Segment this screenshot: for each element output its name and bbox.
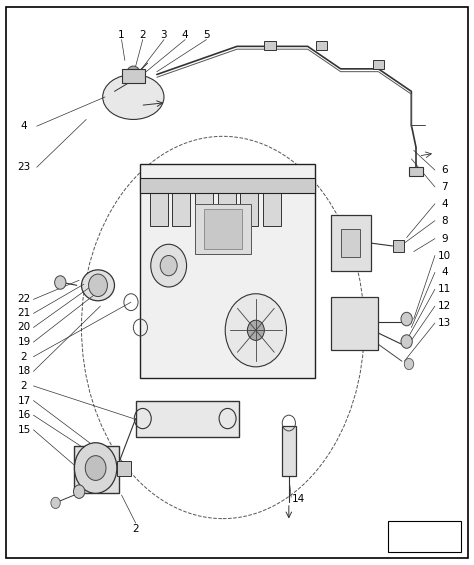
Bar (373, 60, 384, 69)
Text: 8: 8 (441, 216, 447, 225)
Text: M19-0005: M19-0005 (402, 532, 447, 541)
Bar (331, 215, 371, 271)
Bar (264, 41, 276, 50)
Text: 3: 3 (161, 30, 167, 40)
Text: 19: 19 (18, 337, 31, 347)
Circle shape (74, 443, 117, 493)
Text: 2: 2 (21, 381, 27, 391)
Bar (331, 297, 378, 350)
Text: 2: 2 (132, 524, 139, 534)
Text: 21: 21 (18, 308, 31, 319)
Text: 14: 14 (292, 494, 305, 504)
Ellipse shape (103, 75, 164, 119)
Circle shape (51, 497, 60, 508)
Text: 4: 4 (441, 267, 447, 277)
Text: 5: 5 (203, 30, 210, 40)
Bar (240, 193, 258, 226)
Bar (341, 229, 359, 257)
Bar (140, 179, 315, 193)
Text: 10: 10 (438, 250, 451, 260)
Text: 23: 23 (18, 162, 31, 172)
Text: 9: 9 (441, 234, 447, 244)
Text: 16: 16 (18, 410, 31, 420)
Circle shape (73, 485, 85, 498)
Bar (263, 193, 281, 226)
Circle shape (151, 244, 187, 287)
Text: 2: 2 (139, 30, 146, 40)
Text: 11: 11 (438, 284, 451, 294)
Ellipse shape (82, 270, 115, 301)
Circle shape (126, 66, 140, 83)
Bar (409, 167, 423, 176)
Text: 1: 1 (118, 30, 125, 40)
Text: 12: 12 (438, 301, 451, 311)
Bar (74, 446, 119, 493)
Text: 6: 6 (441, 165, 447, 175)
Circle shape (404, 358, 414, 370)
Bar (204, 210, 242, 249)
Bar (218, 193, 236, 226)
Circle shape (225, 294, 286, 367)
Circle shape (85, 455, 106, 480)
Text: 15: 15 (18, 425, 31, 435)
Circle shape (401, 335, 412, 348)
Bar (173, 193, 191, 226)
Bar (150, 193, 168, 226)
Bar (117, 460, 131, 476)
Text: 18: 18 (18, 366, 31, 376)
Text: 2: 2 (21, 352, 27, 362)
Circle shape (247, 320, 264, 340)
Circle shape (55, 276, 66, 289)
Bar (316, 41, 328, 50)
Circle shape (160, 255, 177, 276)
Bar (140, 164, 315, 378)
Text: 20: 20 (18, 323, 30, 332)
Circle shape (89, 274, 108, 297)
Text: 7: 7 (441, 182, 447, 192)
Bar (195, 193, 213, 226)
Text: 13: 13 (438, 318, 451, 328)
Bar (392, 240, 404, 251)
Bar (388, 521, 461, 553)
Bar (282, 426, 296, 476)
Bar (195, 204, 251, 254)
Text: 4: 4 (441, 199, 447, 209)
Text: 4: 4 (21, 121, 27, 131)
Bar (136, 401, 239, 437)
Text: 22: 22 (18, 294, 31, 305)
Text: 4: 4 (182, 30, 189, 40)
Circle shape (401, 312, 412, 326)
Text: 17: 17 (18, 396, 31, 406)
Bar (121, 69, 145, 83)
